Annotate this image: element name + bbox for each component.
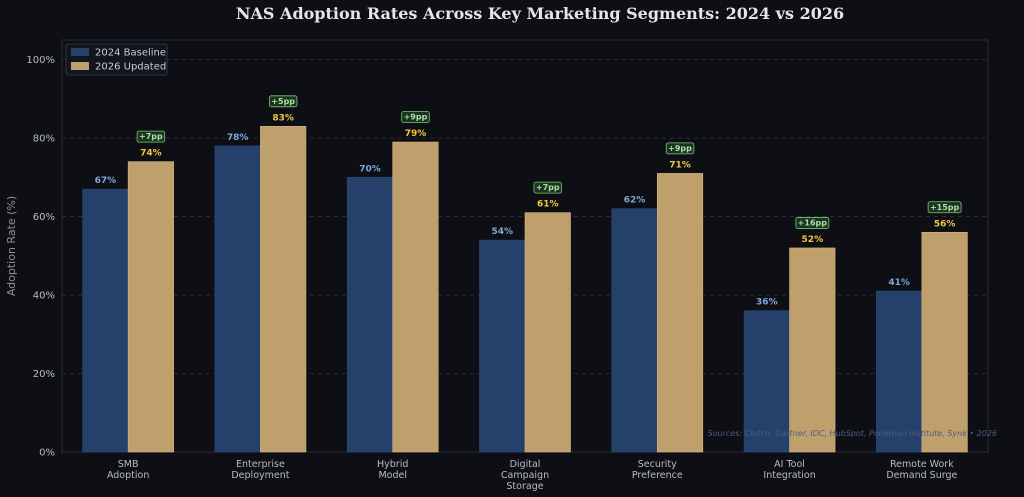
x-tick-label: Model (378, 470, 407, 481)
delta-label: +9pp (668, 144, 692, 153)
data-label: 83% (272, 113, 294, 123)
delta-label: +15pp (930, 203, 960, 212)
x-tick-label: Digital (510, 459, 541, 470)
delta-label: +7pp (139, 132, 163, 141)
delta-label: +16pp (798, 218, 828, 227)
bar-baseline (214, 145, 261, 453)
delta-badge (401, 111, 430, 123)
x-tick-label: Remote Work (890, 459, 954, 470)
data-label: 67% (95, 176, 117, 186)
legend-swatch (71, 48, 89, 56)
data-label: 36% (756, 298, 778, 308)
y-tick-label: 40% (33, 291, 55, 302)
data-label: 54% (491, 227, 513, 237)
y-tick-label: 100% (26, 55, 55, 66)
data-label: 61% (537, 200, 559, 210)
x-tick-label: SMB (118, 459, 139, 470)
data-label: 71% (669, 160, 691, 170)
y-tick-label: 0% (39, 448, 55, 459)
y-axis-label: Adoption Rate (%) (5, 196, 18, 296)
legend-label: 2024 Baseline (95, 48, 166, 59)
delta-badge (795, 217, 830, 229)
data-label: 70% (359, 164, 381, 174)
data-label: 52% (802, 235, 824, 245)
x-tick-label: Deployment (231, 470, 289, 481)
data-label: 62% (624, 196, 646, 206)
legend-box (65, 43, 168, 76)
delta-label: +5pp (271, 97, 295, 106)
bar-baseline (346, 177, 394, 453)
chart-title: NAS Adoption Rates Across Key Marketing … (236, 4, 844, 23)
data-label: 74% (140, 149, 162, 159)
x-tick-label: Preference (632, 470, 683, 481)
x-tick-label: Adoption (107, 470, 149, 481)
bar-baseline (743, 310, 790, 453)
x-tick-label: Enterprise (236, 459, 285, 470)
legend-swatch (71, 62, 89, 70)
x-tick-label: Campaign (501, 470, 549, 481)
delta-label: +7pp (536, 183, 560, 192)
data-label: 56% (934, 219, 956, 229)
delta-badge (665, 142, 695, 155)
delta-badge (927, 201, 962, 214)
x-tick-label: Integration (763, 470, 815, 481)
delta-badge (136, 130, 166, 143)
x-tick-label: Hybrid (377, 459, 408, 470)
delta-badge (533, 181, 562, 194)
data-label: 41% (888, 278, 910, 288)
x-tick-label: Security (638, 459, 677, 470)
bar-baseline (479, 239, 526, 453)
bar-updated (656, 173, 704, 453)
delta-badge (268, 95, 298, 108)
delta-label: +9pp (404, 113, 428, 122)
bar-updated (524, 212, 571, 453)
bar-baseline (82, 188, 129, 453)
bar-updated (789, 247, 836, 453)
y-tick-label: 20% (33, 369, 55, 380)
y-tick-label: 60% (33, 212, 55, 223)
legend-label: 2026 Updated (95, 62, 166, 73)
x-tick-label: Demand Surge (886, 470, 957, 481)
source-note: Sources: Clutch, Gartner, IDC, HubSpot, … (708, 429, 997, 438)
x-tick-label: AI Tool (774, 459, 805, 470)
bar-updated (127, 161, 174, 453)
x-tick-label: Storage (506, 481, 543, 492)
data-label: 78% (227, 133, 249, 143)
data-label: 79% (405, 129, 427, 139)
y-tick-label: 80% (33, 134, 55, 145)
bar-updated (392, 141, 439, 453)
bar-baseline (611, 208, 658, 453)
bar-baseline (876, 290, 923, 453)
bar-updated (921, 231, 968, 453)
bar-updated (260, 126, 307, 453)
